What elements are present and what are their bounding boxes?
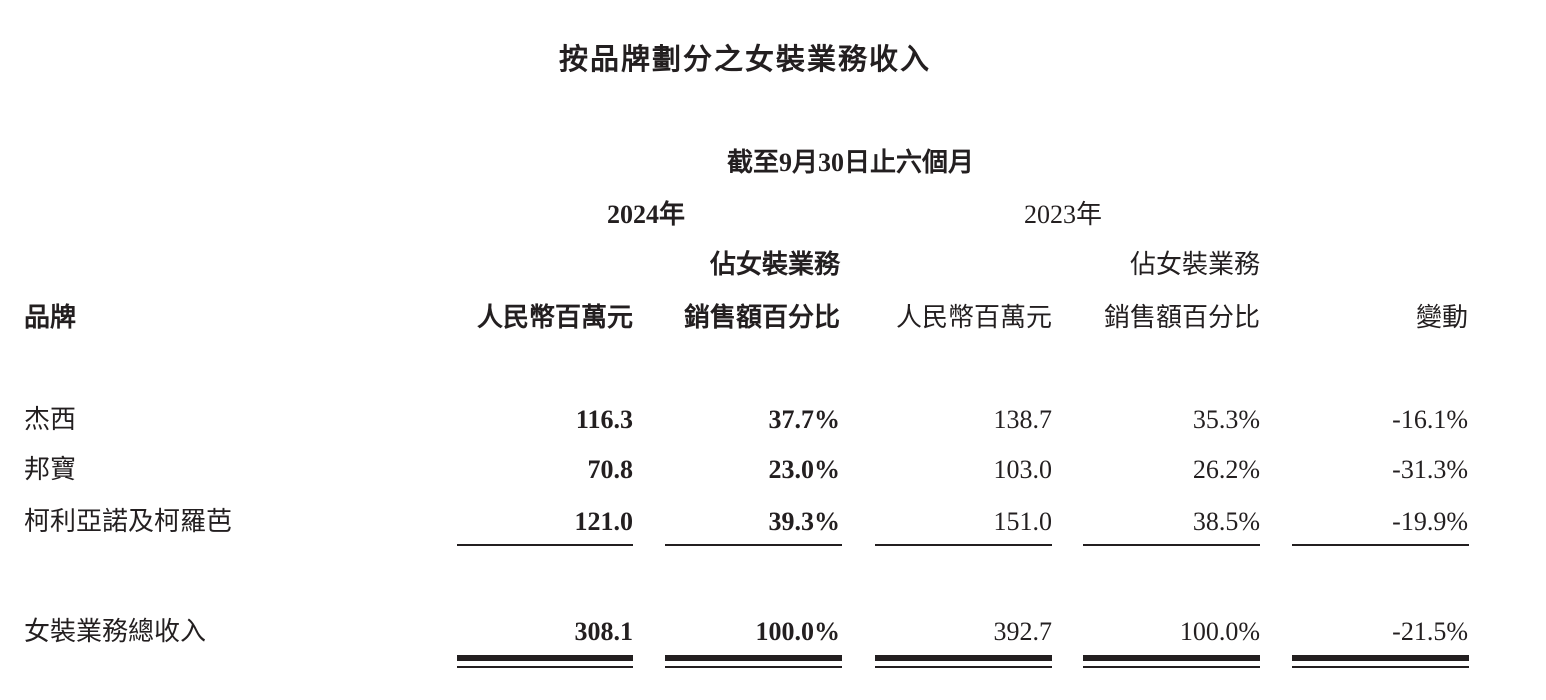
total-double-rule — [457, 655, 633, 661]
row-rmb-2023: 103.0 — [993, 455, 1053, 484]
row-brand: 杰西 — [24, 405, 77, 434]
total-rmb-2024: 308.1 — [574, 617, 634, 646]
row-rmb-2023: 151.0 — [993, 507, 1053, 536]
rmb-2023-header: 人民幣百萬元 — [895, 303, 1052, 332]
row-pct-2024: 37.7% — [768, 405, 841, 434]
subtotal-rule — [457, 544, 633, 546]
period-header: 截至9月30日止六個月 — [727, 148, 975, 177]
total-rmb-2023: 392.7 — [993, 617, 1053, 646]
brand-header: 品牌 — [24, 303, 77, 332]
row-rmb-2024: 70.8 — [587, 455, 634, 484]
rmb-2024-header: 人民幣百萬元 — [476, 303, 633, 332]
table-title: 按品牌劃分之女裝業務收入 — [558, 44, 931, 76]
subtotal-rule — [1083, 544, 1260, 546]
pct-2023-header-line2: 銷售額百分比 — [1103, 303, 1260, 332]
pct-2023-header-line1: 佔女裝業務 — [1129, 250, 1260, 279]
row-change: -19.9% — [1392, 507, 1468, 536]
total-double-rule — [1083, 666, 1260, 668]
total-double-rule — [875, 666, 1052, 668]
year-2024-header: 2024年 — [607, 200, 686, 229]
total-pct-2024: 100.0% — [755, 617, 841, 646]
pct-2024-header-line2: 銷售額百分比 — [683, 303, 840, 332]
subtotal-rule — [875, 544, 1052, 546]
row-rmb-2024: 121.0 — [574, 507, 634, 536]
total-label: 女裝業務總收入 — [24, 617, 207, 646]
row-pct-2024: 23.0% — [768, 455, 841, 484]
total-change: -21.5% — [1392, 617, 1468, 646]
total-double-rule — [1292, 655, 1469, 661]
total-double-rule — [665, 666, 842, 668]
row-change: -31.3% — [1392, 455, 1468, 484]
row-brand: 柯利亞諾及柯羅芭 — [24, 507, 233, 536]
change-header: 變動 — [1415, 303, 1468, 332]
year-2023-header: 2023年 — [1024, 200, 1103, 229]
pct-2024-header-line1: 佔女裝業務 — [709, 250, 840, 279]
row-pct-2024: 39.3% — [768, 507, 841, 536]
total-pct-2023: 100.0% — [1179, 617, 1260, 646]
total-double-rule — [457, 666, 633, 668]
row-rmb-2024: 116.3 — [575, 405, 633, 434]
total-double-rule — [1292, 666, 1469, 668]
row-brand: 邦寶 — [24, 455, 77, 484]
row-change: -16.1% — [1392, 405, 1468, 434]
total-double-rule — [665, 655, 842, 661]
total-double-rule — [1083, 655, 1260, 661]
subtotal-rule — [1292, 544, 1469, 546]
total-double-rule — [875, 655, 1052, 661]
row-rmb-2023: 138.7 — [993, 405, 1053, 434]
row-pct-2023: 38.5% — [1192, 507, 1260, 536]
subtotal-rule — [665, 544, 842, 546]
row-pct-2023: 26.2% — [1192, 455, 1260, 484]
row-pct-2023: 35.3% — [1192, 405, 1260, 434]
